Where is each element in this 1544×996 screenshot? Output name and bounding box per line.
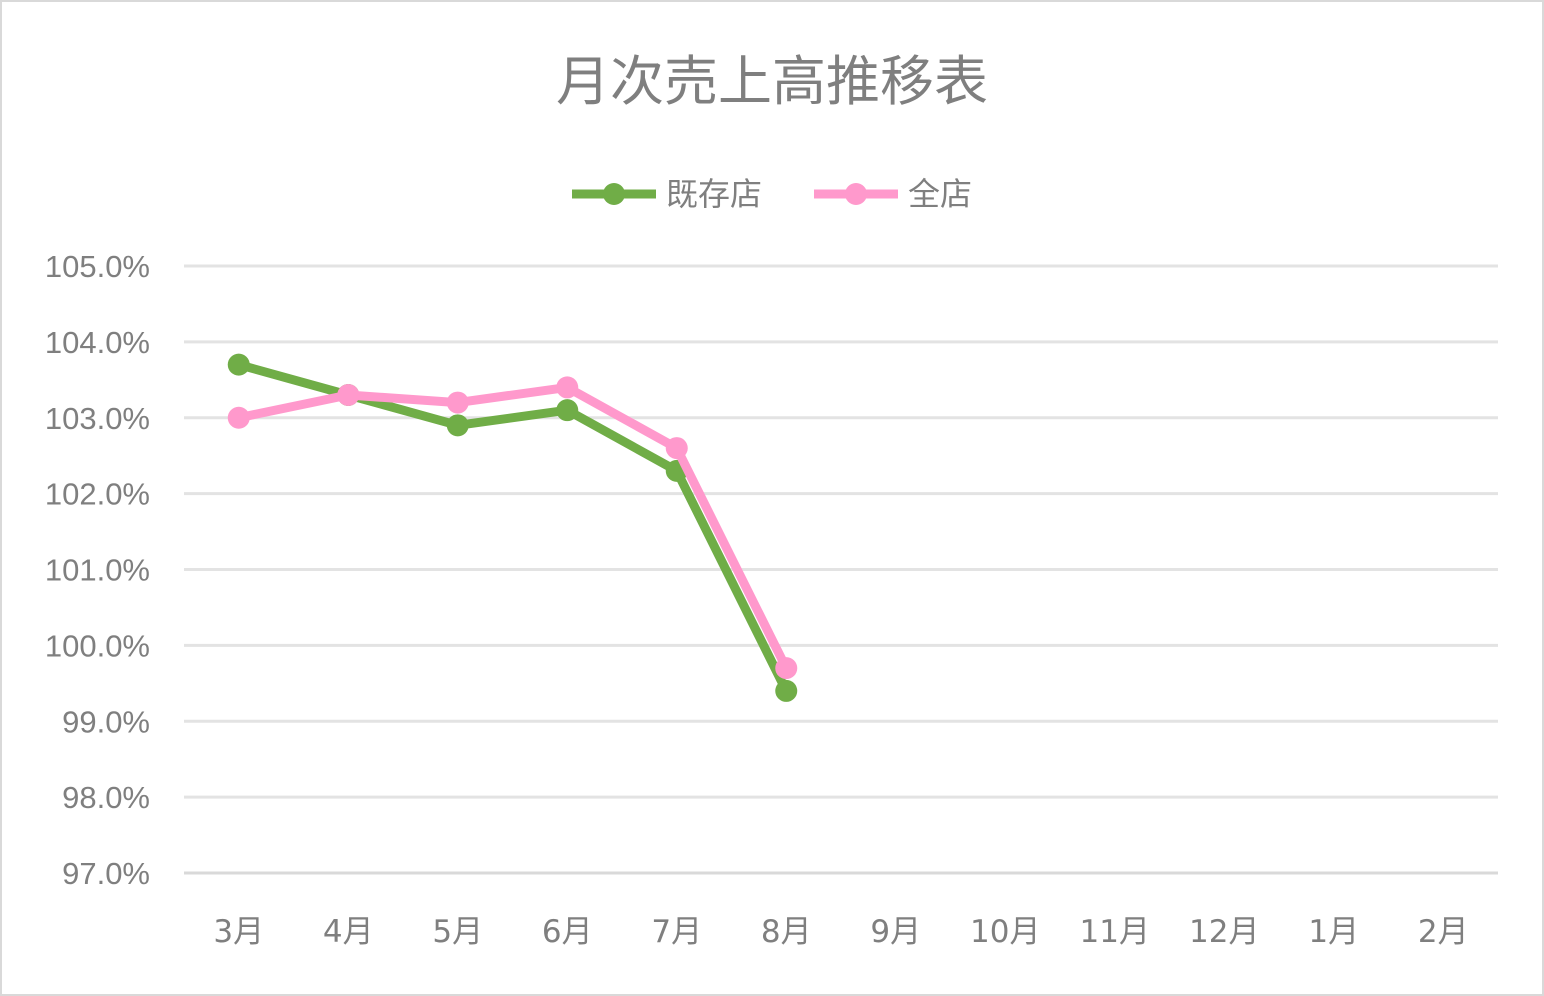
data-point-0 — [446, 414, 469, 437]
series-line-1 — [234, 382, 791, 673]
data-point-0 — [227, 353, 250, 376]
data-point-0 — [775, 679, 798, 702]
data-point-1 — [556, 376, 579, 399]
legend-label-all: 全店 — [908, 175, 972, 213]
legend-marker-existing — [603, 183, 625, 205]
x-tick-label: 1月 — [1308, 914, 1359, 950]
data-point-1 — [227, 406, 250, 429]
x-tick-label: 8月 — [761, 914, 812, 950]
legend-label-existing: 既存店 — [666, 175, 762, 213]
data-point-0 — [556, 399, 579, 422]
y-tick-label: 99.0% — [62, 704, 150, 739]
y-tick-label: 100.0% — [45, 628, 150, 663]
x-tick-label: 2月 — [1418, 914, 1469, 950]
y-tick-label: 105.0% — [45, 249, 150, 284]
x-axis: 3月 4月 5月 6月 7月 8月 9月 10月 11月 12月 1月 2月 — [213, 914, 1468, 950]
x-tick-label: 11月 — [1080, 914, 1150, 950]
legend: 既存店 全店 — [572, 175, 972, 213]
y-tick-label: 97.0% — [62, 856, 150, 891]
x-tick-label: 12月 — [1189, 914, 1259, 950]
data-point-1 — [665, 437, 688, 460]
y-tick-label: 104.0% — [45, 325, 150, 360]
x-tick-label: 7月 — [651, 914, 702, 950]
y-tick-label: 102.0% — [45, 477, 150, 512]
x-tick-label: 5月 — [432, 914, 483, 950]
x-tick-label: 10月 — [970, 914, 1040, 950]
gridlines — [184, 264, 1498, 875]
x-tick-label: 3月 — [213, 914, 264, 950]
series-line-0 — [234, 360, 791, 696]
y-axis: 97.0% 98.0% 99.0% 100.0% 101.0% 102.0% 103.0% 1… — [45, 249, 150, 891]
x-tick-label: 6月 — [542, 914, 593, 950]
x-tick-label: 4月 — [323, 914, 374, 950]
y-tick-label: 98.0% — [62, 780, 150, 815]
data-point-1 — [775, 657, 798, 680]
y-tick-label: 103.0% — [45, 401, 150, 436]
x-tick-label: 9月 — [870, 914, 921, 950]
y-tick-label: 101.0% — [45, 553, 150, 588]
series-group — [227, 353, 798, 702]
legend-marker-all — [845, 183, 867, 205]
data-point-1 — [337, 383, 360, 406]
data-point-1 — [446, 391, 469, 414]
chart-title: 月次売上高推移表 — [556, 50, 988, 113]
